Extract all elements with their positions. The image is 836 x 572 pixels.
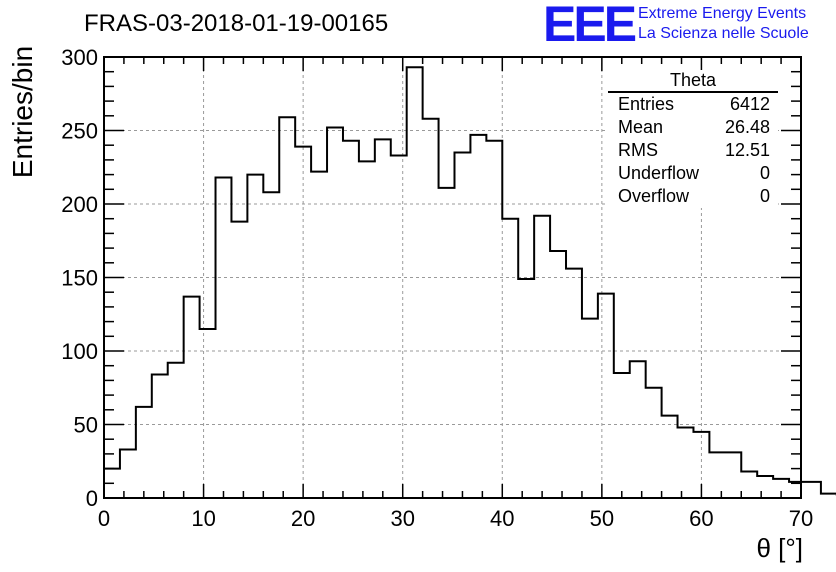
histogram-bin <box>184 297 200 498</box>
stat-label: Entries <box>618 94 675 114</box>
x-tick-label: 20 <box>291 506 315 531</box>
stat-row-rms: RMS 12.51 <box>608 139 778 162</box>
stat-row-underflow: Underflow 0 <box>608 162 778 185</box>
x-tick-label: 10 <box>191 506 215 531</box>
logo-line-1: Extreme Energy Events <box>638 5 807 22</box>
histogram-bin <box>582 319 598 498</box>
histogram-bin <box>168 363 184 498</box>
histogram-bin <box>630 361 646 498</box>
x-tick-label: 60 <box>689 506 713 531</box>
stat-value: 0 <box>759 186 770 206</box>
histogram-line <box>103 66 836 498</box>
stat-value: 26.48 <box>724 117 770 137</box>
stat-row-mean: Mean 26.48 <box>608 116 778 139</box>
y-tick-label: 300 <box>61 45 98 70</box>
histogram-bin <box>805 482 821 498</box>
histogram-bin <box>120 449 136 498</box>
y-axis-label: Entries/bin <box>7 46 38 178</box>
histogram-bin <box>439 188 455 498</box>
x-tick-label: 40 <box>490 506 514 531</box>
histogram-bin <box>454 153 470 498</box>
histogram-bin <box>311 172 327 498</box>
histogram-bin <box>327 128 343 498</box>
histogram-bin <box>359 161 375 498</box>
histogram-bin <box>662 416 678 498</box>
chart-title: FRAS-03-2018-01-19-00165 <box>84 10 389 37</box>
histogram-bin <box>741 472 757 498</box>
stat-row-overflow: Overflow 0 <box>608 185 778 208</box>
logo-line-2: La Scienza nelle Scuole <box>638 25 809 42</box>
y-tick-label: 100 <box>61 339 98 364</box>
histogram-bin <box>678 427 694 498</box>
histogram-bin <box>725 452 741 498</box>
histogram-bin <box>391 155 407 498</box>
stat-label: Underflow <box>618 163 700 183</box>
x-axis-label: θ [°] <box>756 533 803 563</box>
x-tick-label: 0 <box>98 506 110 531</box>
stat-value: 12.51 <box>724 140 770 160</box>
histogram-bin <box>566 269 582 498</box>
histogram-bin <box>200 329 216 498</box>
histogram-bin <box>375 139 391 498</box>
histogram-bin <box>614 373 630 498</box>
x-tick-label: 70 <box>789 506 813 531</box>
histogram-bin <box>407 67 423 498</box>
x-tick-label: 50 <box>590 506 614 531</box>
histogram-bin <box>709 452 725 498</box>
stat-label: RMS <box>618 140 658 160</box>
tick-labels: 0 10 20 30 40 50 60 70 0 50 100 150 200 250 300 <box>61 45 813 531</box>
histogram-bin <box>470 135 486 498</box>
histogram-bin <box>216 178 232 498</box>
histogram-bin <box>789 482 805 498</box>
histogram-bin <box>550 251 566 498</box>
y-tick-label: 200 <box>61 192 98 217</box>
eee-logo-text: Extreme Energy Events La Scienza nelle S… <box>638 4 809 44</box>
axis-ticks <box>103 56 802 499</box>
stats-box: Theta Entries 6412 Mean 26.48 RMS 12.51 … <box>608 70 778 208</box>
eee-logo-mark: EEE <box>543 0 637 52</box>
y-tick-label: 250 <box>61 119 98 144</box>
histogram-bin <box>486 141 502 498</box>
stat-value: 0 <box>759 163 770 183</box>
stat-row-entries: Entries 6412 <box>608 93 778 116</box>
grid-lines <box>104 57 801 498</box>
histogram-bin <box>757 476 773 498</box>
stat-value: 6412 <box>729 94 770 114</box>
histogram-bin <box>598 294 614 498</box>
histogram-bin <box>152 375 168 498</box>
x-tick-label: 30 <box>390 506 414 531</box>
histogram-bin <box>231 222 247 498</box>
histogram-bin <box>136 407 152 498</box>
stat-label: Overflow <box>618 186 690 206</box>
histogram-series <box>103 66 836 498</box>
y-tick-label: 150 <box>61 266 98 291</box>
stats-title: Theta <box>608 70 778 93</box>
histogram-bin <box>423 119 439 498</box>
y-tick-label: 50 <box>74 413 98 438</box>
histogram-bin <box>646 388 662 498</box>
histogram-bin <box>534 216 550 498</box>
histogram-bin <box>247 175 263 498</box>
stat-label: Mean <box>618 117 664 137</box>
histogram-bin <box>502 219 518 498</box>
histogram-bin <box>263 192 279 498</box>
histogram-bin <box>343 141 359 498</box>
histogram-bin <box>518 279 534 498</box>
histogram-bin <box>279 117 295 498</box>
y-tick-label: 0 <box>86 486 98 511</box>
